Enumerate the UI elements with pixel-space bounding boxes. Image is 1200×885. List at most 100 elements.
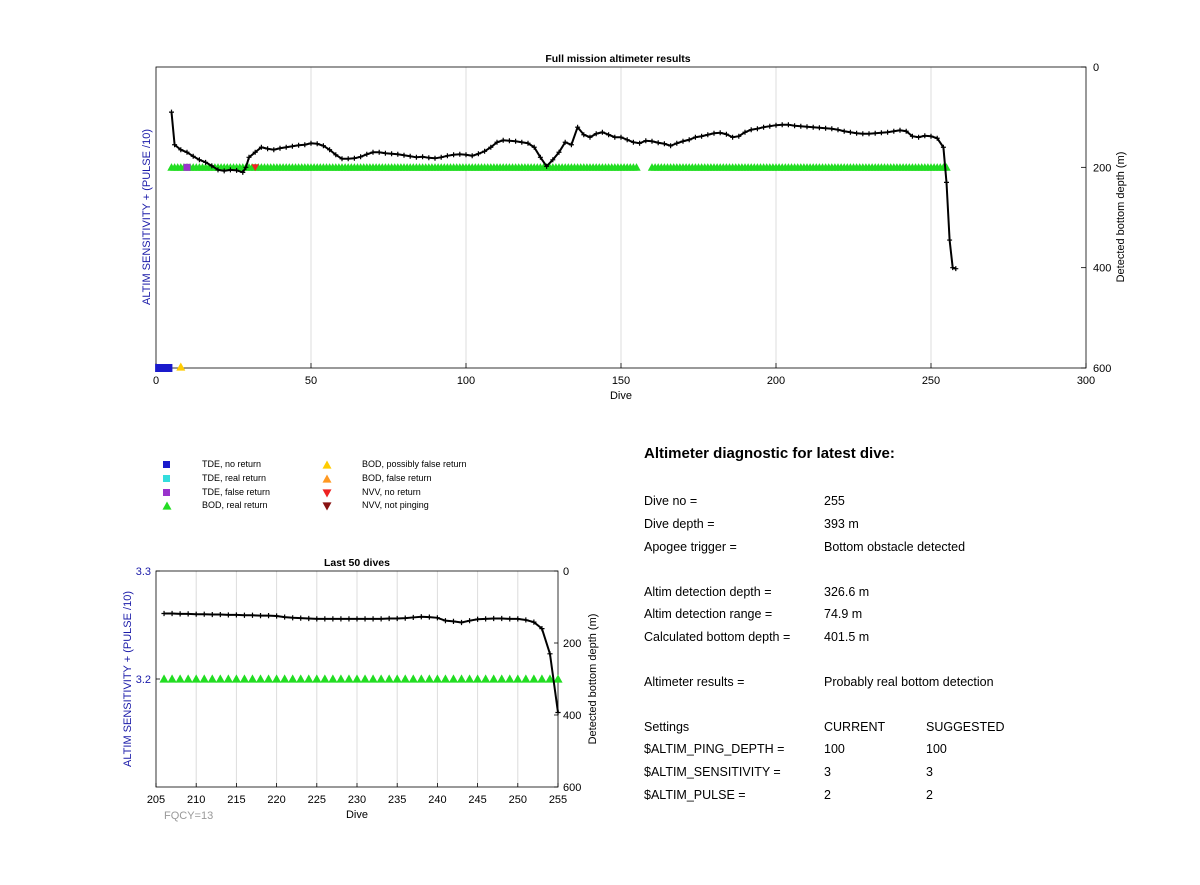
- y2-tick-label: 400: [1093, 263, 1111, 275]
- depth-point: [767, 123, 773, 129]
- depth-point: [327, 147, 333, 153]
- depth-point: [252, 149, 258, 155]
- bod-real-return-marker: [464, 674, 475, 683]
- depth-point: [692, 134, 698, 140]
- setting-suggested: 3: [926, 765, 933, 779]
- depth-point: [556, 149, 562, 155]
- depth-point: [804, 124, 810, 130]
- depth-point: [550, 157, 556, 163]
- setting-label: $ALTIM_PULSE =: [644, 788, 746, 802]
- y2-tick-label: 400: [563, 710, 581, 722]
- diag-value: Bottom obstacle detected: [824, 540, 966, 554]
- bod-real-return-marker: [223, 674, 233, 683]
- legend-triangle-down: [322, 488, 332, 498]
- depth-point: [196, 157, 202, 163]
- bod-real-return-marker: [255, 674, 266, 683]
- depth-point: [736, 133, 742, 139]
- bod-real-return-marker: [336, 674, 346, 683]
- depth-point: [829, 126, 835, 132]
- bod-real-return-marker: [280, 674, 290, 683]
- depth-point: [203, 159, 209, 165]
- depth-point: [190, 153, 196, 159]
- depth-point: [785, 122, 791, 128]
- depth-point: [742, 129, 748, 135]
- depth-point: [401, 152, 407, 158]
- depth-point: [515, 616, 521, 622]
- tde-no-return-marker: [164, 364, 173, 372]
- bod-real-return-marker: [167, 674, 177, 683]
- depth-point: [761, 124, 767, 130]
- depth-point: [950, 265, 956, 271]
- depth-point: [339, 156, 345, 162]
- bod-real-return-marker: [424, 674, 434, 683]
- bottom-chart-marks: [159, 610, 563, 716]
- depth-point: [835, 127, 841, 133]
- depth-point: [233, 612, 239, 618]
- depth-point: [928, 133, 934, 139]
- depth-point: [754, 126, 760, 132]
- depth-point: [885, 129, 891, 135]
- depth-point: [413, 154, 419, 160]
- depth-point: [612, 134, 618, 140]
- bod-real-return-marker: [521, 674, 531, 683]
- depth-point: [320, 143, 326, 149]
- depth-point: [184, 149, 190, 155]
- bod-real-return-marker: [432, 674, 442, 683]
- depth-point: [346, 616, 352, 622]
- depth-point: [606, 132, 612, 138]
- bod-real-return-marker: [215, 674, 225, 683]
- depth-point: [364, 151, 370, 157]
- depth-point: [438, 154, 444, 160]
- depth-point: [655, 140, 661, 146]
- depth-point: [215, 167, 221, 173]
- depth-point: [624, 137, 630, 143]
- legend-marker: [163, 488, 170, 496]
- depth-point: [618, 134, 624, 140]
- depth-point: [296, 142, 302, 148]
- depth-point: [866, 131, 872, 137]
- depth-point: [246, 154, 252, 160]
- depth-point: [748, 127, 754, 133]
- depth-point: [587, 134, 593, 140]
- legend: TDE, no return TDE, real return TDE, false…: [160, 459, 520, 519]
- depth-point: [209, 611, 215, 618]
- depth-point: [674, 140, 680, 146]
- depth-point: [491, 615, 497, 622]
- depth-line: [164, 612, 559, 713]
- diag-label: Dive no =: [644, 494, 698, 508]
- depth-point: [475, 616, 481, 622]
- bottom-chart-title: Last 50 dives: [324, 557, 390, 569]
- bod-real-return-marker: [497, 674, 507, 683]
- depth-point: [451, 152, 457, 158]
- bod-real-return-marker: [312, 674, 322, 683]
- bod-real-return-marker: [376, 674, 386, 683]
- depth-point: [338, 616, 344, 622]
- depth-point: [444, 153, 450, 159]
- bod-real-return-marker: [328, 674, 338, 683]
- legend-marker: [322, 474, 332, 483]
- depth-point: [500, 137, 506, 143]
- bod-real-return-marker: [368, 674, 378, 683]
- settings-header-label: Settings: [644, 720, 690, 734]
- legend-triangle-up: [162, 501, 172, 510]
- depth-point: [457, 151, 463, 157]
- y2-tick-label: 600: [1093, 363, 1111, 375]
- depth-point: [940, 144, 946, 150]
- depth-point: [227, 167, 233, 173]
- depth-point: [897, 127, 903, 133]
- depth-point: [891, 128, 897, 134]
- bod-real-return-marker: [183, 674, 193, 683]
- depth-point: [432, 155, 438, 161]
- depth-point: [798, 123, 804, 129]
- depth-point: [193, 611, 199, 617]
- bod-real-return-marker: [505, 674, 515, 683]
- diag-label: Altim detection range =: [644, 607, 773, 621]
- top-chart-marks: [155, 109, 959, 372]
- bod-real-return-marker: [199, 674, 209, 683]
- depth-point: [730, 134, 736, 140]
- depth-point: [407, 153, 413, 159]
- depth-point: [539, 626, 545, 632]
- depth-point: [934, 135, 940, 141]
- depth-point: [475, 151, 481, 157]
- top-y-axis-label: ALTIM SENSITIVITY + (PULSE /10): [141, 129, 153, 305]
